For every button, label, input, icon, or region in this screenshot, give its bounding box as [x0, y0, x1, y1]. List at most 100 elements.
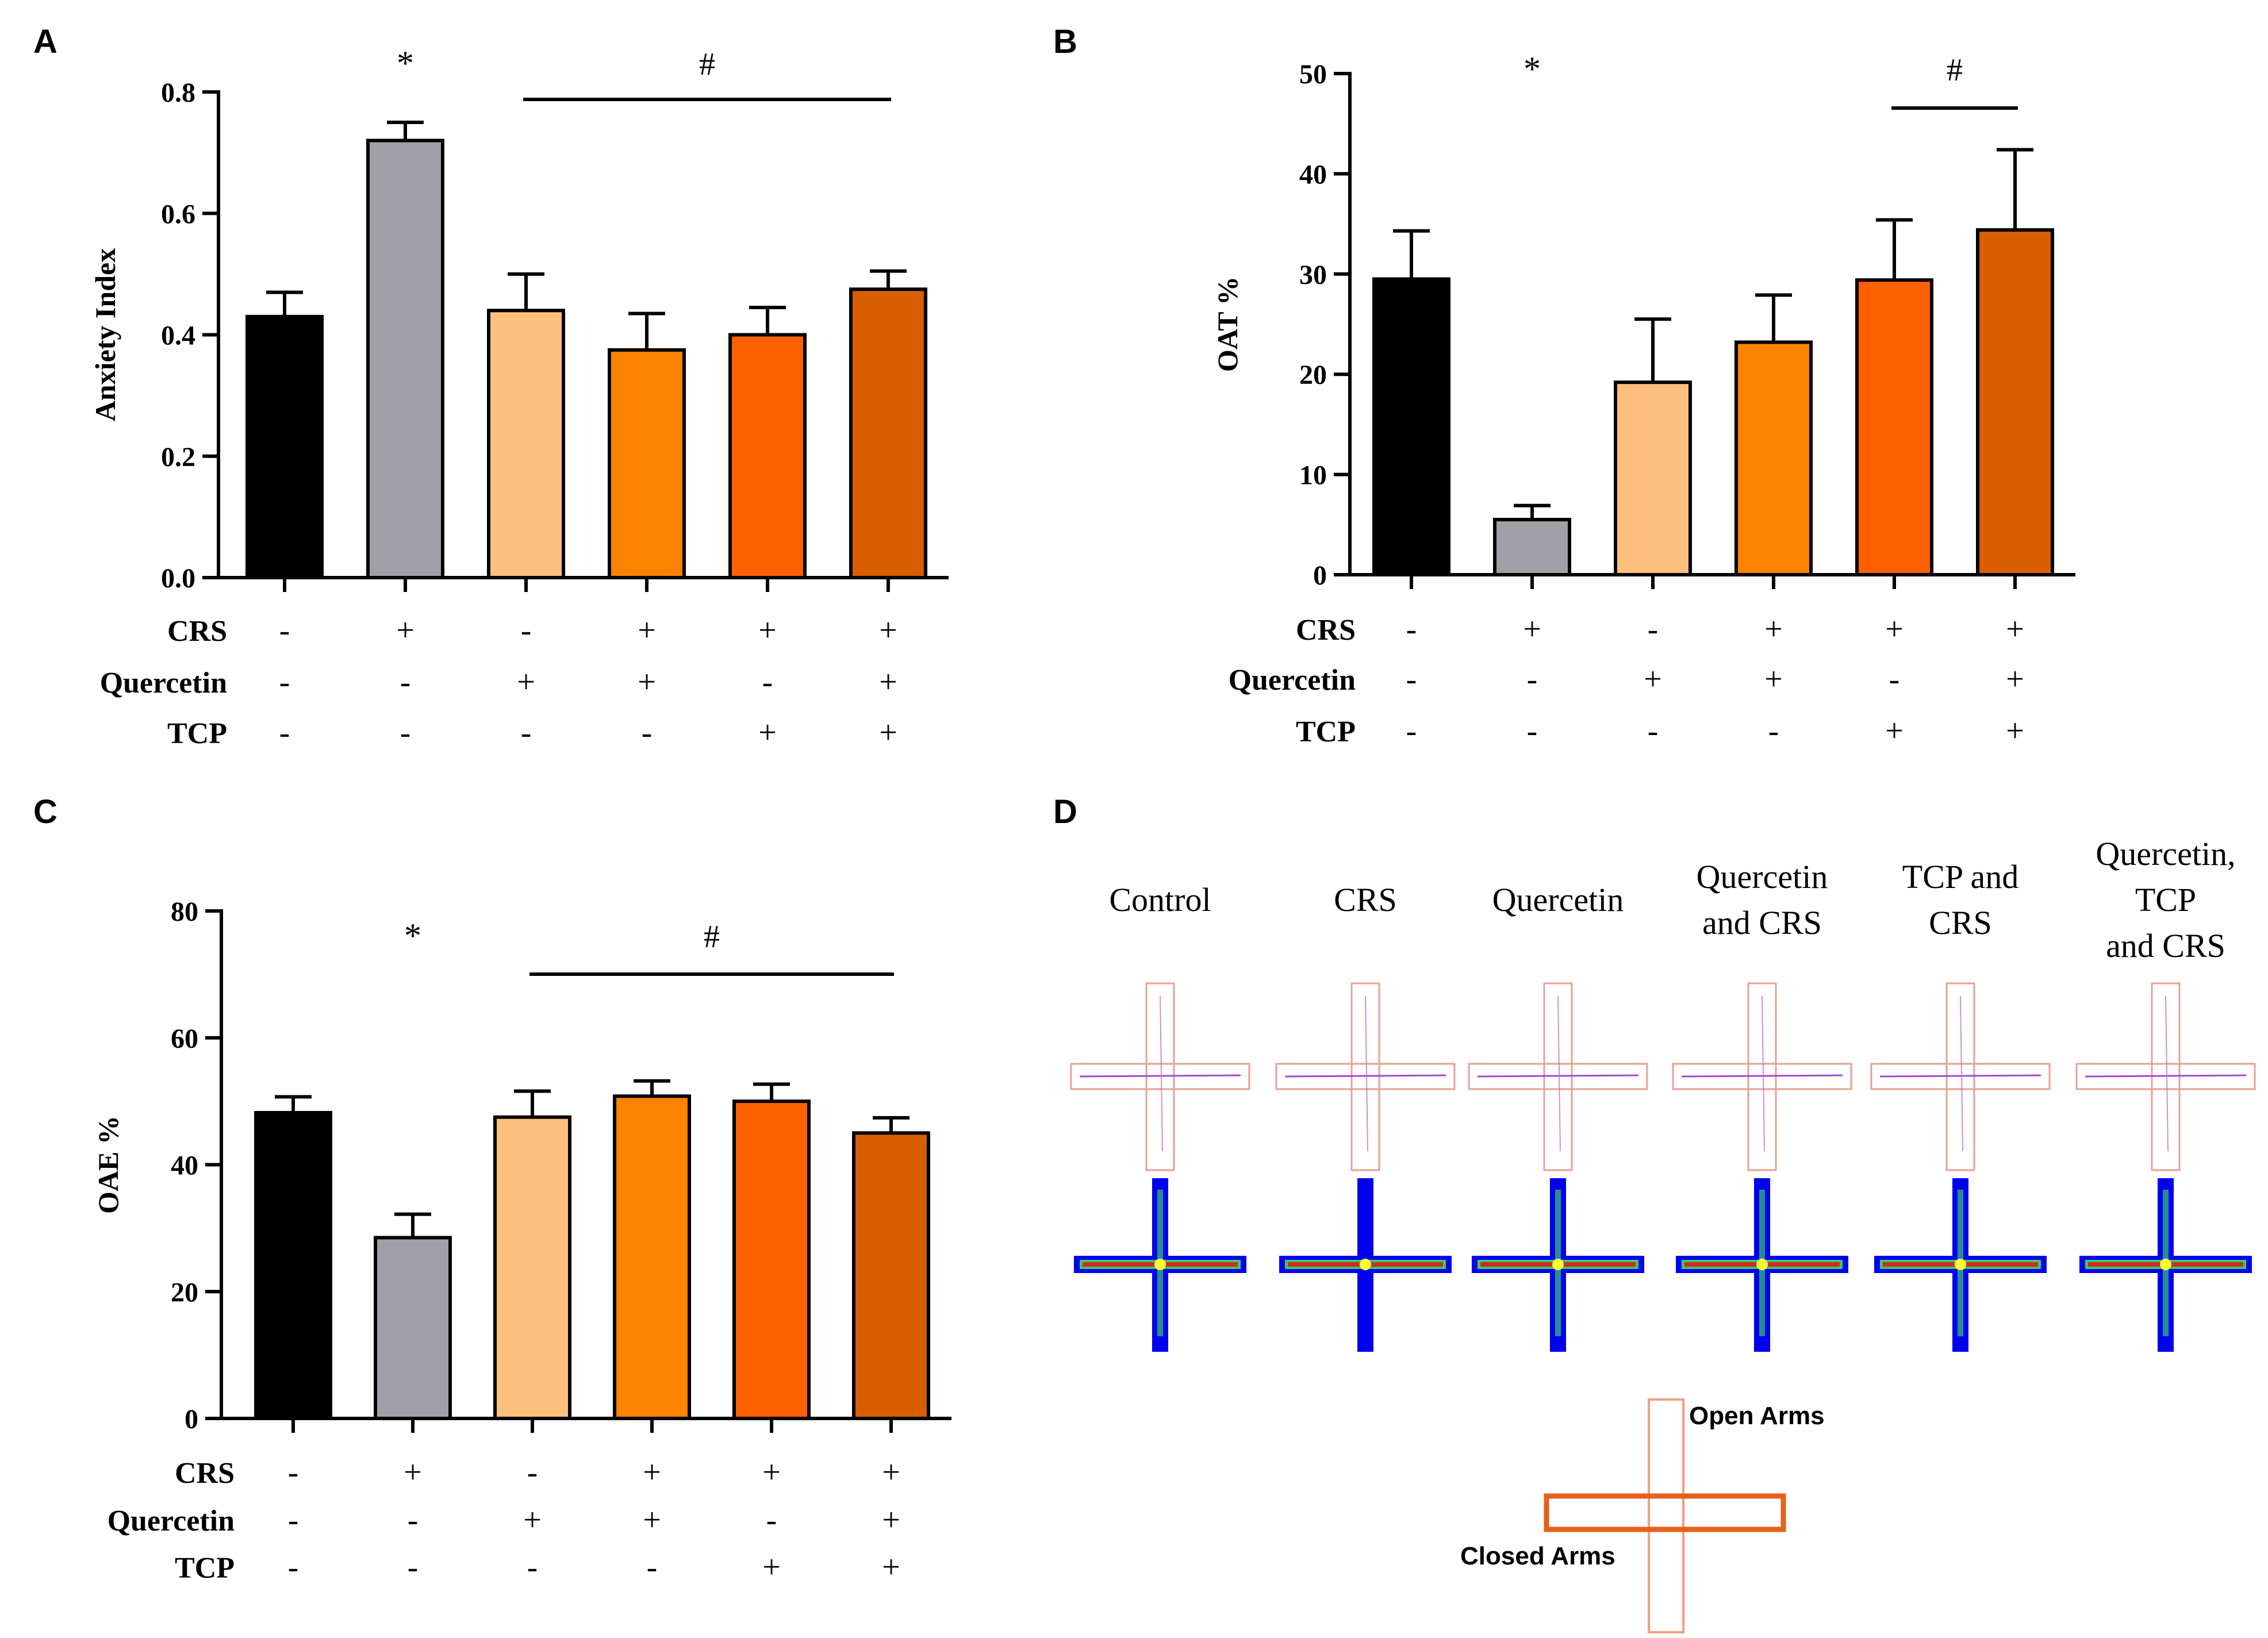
closed-arm-horizontal: [1544, 1493, 1786, 1532]
treatment-sign: +: [1885, 612, 1904, 647]
track-trace-horizontal: [1477, 1074, 1639, 1078]
group-title: CRS: [1334, 881, 1397, 918]
treatment-sign: +: [643, 1455, 661, 1490]
y-tick-label: 0: [185, 1404, 198, 1435]
track-trace-horizontal: [1681, 1074, 1843, 1078]
treatment-sign: +: [879, 715, 897, 751]
treatment-sign: +: [1764, 662, 1783, 697]
maze-legend: Open Arms Closed Arms: [1460, 1398, 1825, 1633]
treatment-sign: -: [1648, 713, 1659, 749]
heatmap-center-spot: [1955, 1259, 1966, 1270]
treatment-sign: +: [882, 1455, 900, 1490]
y-tick-label: 0.0: [161, 563, 195, 594]
treatment-label: Quercetin: [100, 667, 228, 699]
group-title: TCP and: [1902, 858, 2018, 895]
panel-label: C: [33, 793, 57, 830]
heatmap-center-spot: [1552, 1259, 1564, 1270]
treatment-sign: +: [879, 613, 897, 648]
bar-tcp-and-crs: [1855, 278, 1933, 577]
bar-tcp-and-crs: [732, 1099, 811, 1420]
heatmap-plot: [1074, 1178, 1246, 1352]
track-plot: [1870, 982, 2051, 1171]
treatment-sign: +: [523, 1502, 542, 1538]
track-closed-arm: [1468, 1063, 1648, 1090]
y-tick-label: 40: [1299, 159, 1327, 190]
treatment-sign: -: [408, 1549, 419, 1585]
treatment-sign: +: [404, 1455, 422, 1490]
bar-control: [245, 314, 324, 579]
heatmap-plots: [1074, 1178, 2252, 1352]
treatment-sign: -: [527, 1455, 538, 1490]
heatmap-center-spot: [1360, 1259, 1371, 1270]
open-arms-label: Open Arms: [1689, 1402, 1825, 1430]
y-tick-label: 30: [1299, 260, 1327, 290]
y-tick-label: 60: [171, 1024, 198, 1054]
treatment-sign: +: [758, 613, 777, 648]
treatment-sign: -: [1889, 662, 1900, 697]
y-tick-label: 40: [171, 1151, 198, 1181]
track-trace-vertical: [1960, 995, 1963, 1152]
track-trace-vertical: [1160, 995, 1163, 1152]
y-tick-label: 50: [1299, 59, 1327, 90]
treatment-sign: +: [396, 613, 415, 648]
bar-quercetin-tcp-and-crs: [1976, 228, 2054, 576]
treatment-sign: -: [1648, 612, 1659, 647]
treatment-sign: +: [758, 715, 777, 751]
panel-d: D Control CRS Quercetin Quercetin and CRS TCP…: [1053, 793, 2256, 1633]
bar-control: [254, 1110, 332, 1421]
bar-control: [1372, 277, 1450, 576]
treatment-label: Quercetin: [1229, 664, 1356, 697]
group-titles: Control CRS Quercetin Quercetin and CRS TCP a…: [1109, 835, 2235, 964]
closed-arms-label: Closed Arms: [1460, 1542, 1615, 1570]
treatment-sign: -: [400, 664, 411, 700]
treatment-sign: -: [279, 664, 290, 700]
treatment-sign: +: [882, 1502, 900, 1538]
y-tick-label: 0.8: [161, 78, 195, 108]
bar-quercetin-tcp-and-crs: [849, 287, 927, 579]
treatment-sign: -: [408, 1502, 419, 1538]
panel-c: C 0 20 40 60 80 OAE % * # CRS - + - + + + Quercetin - - + + -…: [33, 793, 951, 1585]
heatmap-plot: [2079, 1178, 2252, 1352]
treatment-sign: +: [882, 1549, 900, 1585]
group-title: Quercetin,: [2096, 835, 2235, 872]
treatment-sign: +: [643, 1502, 661, 1538]
treatment-sign: -: [766, 1502, 777, 1538]
treatment-sign: +: [517, 664, 535, 700]
track-closed-arm: [2075, 1063, 2256, 1090]
bar-quercetin: [487, 309, 565, 579]
treatment-sign: -: [1527, 713, 1538, 749]
treatment-sign: -: [1406, 662, 1417, 697]
bar-quercetin-and-crs: [608, 348, 686, 579]
heatmap-center-spot: [1756, 1259, 1768, 1270]
panel-b: B 0 10 20 30 40 50 OAT % * # CRS - + - + + + Quercetin - - +…: [1053, 23, 2075, 749]
bar-quercetin: [493, 1115, 571, 1420]
treatment-sign: -: [279, 613, 290, 648]
bar-quercetin: [1614, 380, 1692, 576]
track-closed-arm: [1870, 1063, 2051, 1090]
y-tick-label: 20: [1299, 360, 1327, 390]
heatmap-plot: [1472, 1178, 1644, 1352]
treatment-sign: +: [762, 1455, 781, 1490]
treatment-sign: +: [1764, 612, 1783, 647]
treatment-sign: +: [762, 1549, 781, 1585]
group-title: TCP: [2135, 881, 2196, 918]
track-trace-horizontal: [1284, 1074, 1446, 1078]
treatment-sign: -: [1406, 713, 1417, 749]
track-closed-arm: [1672, 1063, 1852, 1090]
track-plot: [1672, 982, 1852, 1171]
treatment-sign: +: [2006, 612, 2024, 647]
significance-hash: #: [1947, 52, 1963, 88]
treatment-sign: -: [279, 715, 290, 751]
y-tick-label: 0.2: [161, 442, 195, 472]
track-closed-arm: [1275, 1063, 1456, 1090]
treatment-sign: +: [879, 664, 897, 700]
group-title: Control: [1109, 881, 1211, 918]
significance-star: *: [1523, 50, 1541, 88]
bar-crs: [366, 139, 444, 579]
y-axis-label: Anxiety Index: [89, 248, 121, 421]
group-title: Quercetin: [1697, 858, 1828, 895]
treatment-sign: -: [521, 613, 532, 648]
significance-hash: #: [699, 47, 715, 82]
treatment-label: CRS: [175, 1457, 235, 1490]
